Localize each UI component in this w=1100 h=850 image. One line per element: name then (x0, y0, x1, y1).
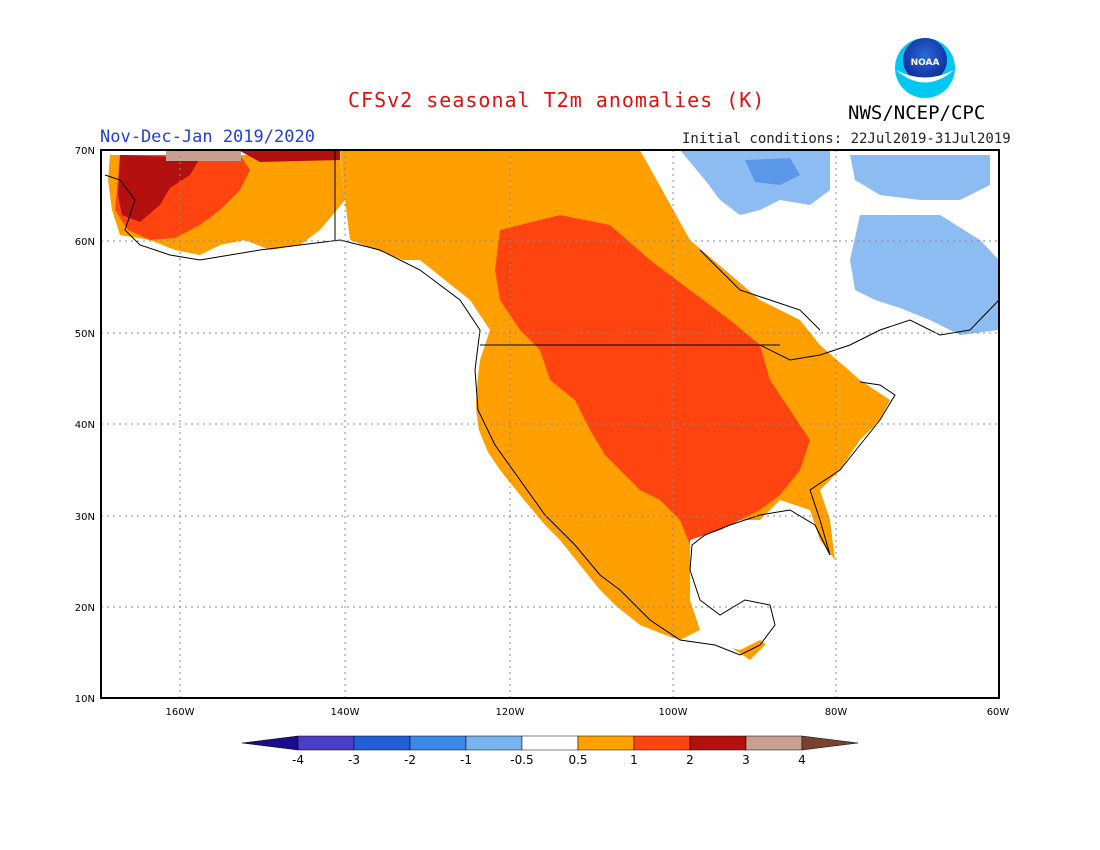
colorbar-swatch (409, 735, 467, 751)
map-title: CFSv2 seasonal T2m anomalies (K) (348, 88, 766, 112)
colorbar: -4 -3 -2 -1 -0.5 0.5 1 2 3 4 (241, 735, 859, 767)
lon-label: 80W (825, 707, 848, 718)
colorbar-swatch (577, 735, 635, 751)
initial-conditions: Initial conditions: 22Jul2019-31Jul2019 (682, 131, 1011, 147)
lat-label: 40N (75, 420, 95, 431)
colorbar-label: 1 (630, 753, 638, 767)
colorbar-swatch (297, 735, 355, 751)
colorbar-right-arrow (801, 735, 859, 751)
colorbar-label: 0.5 (568, 753, 587, 767)
colorbar-label: -0.5 (510, 753, 533, 767)
lon-label: 120W (496, 707, 525, 718)
colorbar-label: -1 (460, 753, 472, 767)
colorbar-swatch (689, 735, 747, 751)
lon-label: 100W (659, 707, 688, 718)
map-frame (100, 149, 1000, 699)
colorbar-label: 4 (798, 753, 806, 767)
forecast-period: Nov-Dec-Jan 2019/2020 (100, 127, 315, 147)
lon-label: 140W (331, 707, 360, 718)
lon-label: 60W (987, 707, 1010, 718)
lat-label: 30N (75, 512, 95, 523)
colorbar-swatch (353, 735, 411, 751)
lat-label: 10N (75, 694, 95, 705)
lat-label: 70N (75, 146, 95, 157)
colorbar-swatch (745, 735, 803, 751)
colorbar-label: -4 (292, 753, 304, 767)
graticule (101, 150, 999, 698)
agency-label: NWS/NCEP/CPC (848, 102, 986, 124)
lat-label: 60N (75, 237, 95, 248)
lat-labels: 70N 60N 50N 40N 30N 20N 10N (75, 146, 95, 705)
noaa-logo-icon: NOAA (895, 38, 955, 98)
colorbar-swatch (633, 735, 691, 751)
colorbar-label: 3 (742, 753, 750, 767)
colorbar-label: -3 (348, 753, 360, 767)
colorbar-swatch (465, 735, 523, 751)
lon-label: 160W (166, 707, 195, 718)
colorbar-label: -2 (404, 753, 416, 767)
colorbar-left-arrow (241, 735, 299, 751)
lat-label: 50N (75, 329, 95, 340)
lon-labels: 160W 140W 120W 100W 80W 60W (166, 707, 1010, 718)
colorbar-label: 2 (686, 753, 694, 767)
colorbar-swatch (521, 735, 579, 751)
noaa-logo-text: NOAA (911, 58, 940, 68)
lat-label: 20N (75, 603, 95, 614)
anomaly-field (101, 150, 999, 698)
